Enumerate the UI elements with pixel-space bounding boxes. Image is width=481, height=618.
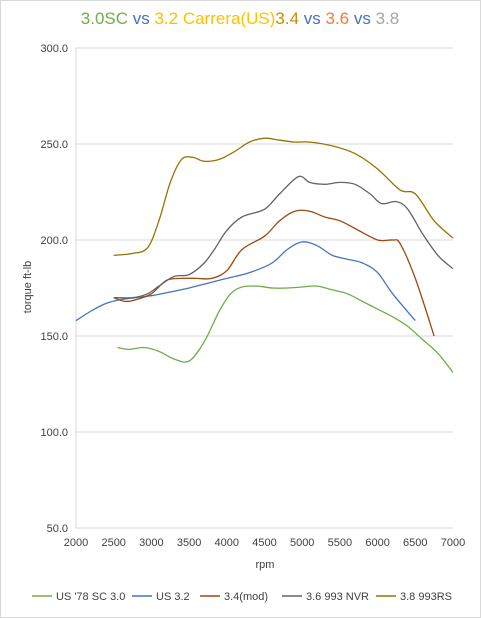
x-tick-label: 3500 [177,537,201,549]
title-part: 3.6 [325,9,349,28]
y-axis-title: torque ft-lb [22,261,34,314]
gridlines [75,47,453,529]
y-axis-ticks: 50.0 100.0 150.0 200.0 250.0 300.0 [40,43,68,535]
title-part: vs [349,9,375,28]
chart-title: 3.0SC vs 3.2 Carrera(US)3.4 vs 3.6 vs 3.… [81,9,399,28]
x-tick-label: 3000 [139,537,163,549]
title-part: 3.2 Carrera(US) [154,9,275,28]
x-axis-title: rpm [256,559,275,571]
x-tick-label: 5500 [328,537,352,549]
series-line-0 [117,285,454,373]
x-tick-label: 2500 [101,537,125,549]
y-tick-label: 100.0 [40,427,68,439]
x-tick-label: 6000 [365,537,389,549]
y-tick-label: 300.0 [40,43,68,55]
title-part: 3.0SC [81,9,128,28]
series-lines [75,137,454,373]
x-axis-ticks: 2000 2500 3000 3500 4000 4500 5000 5500 6000 6500… [64,537,465,549]
y-tick-label: 250.0 [40,139,68,151]
x-tick-label: 2000 [64,537,88,549]
title-part: vs [128,9,154,28]
y-tick-label: 50.0 [47,523,68,535]
x-tick-label: 4500 [252,537,276,549]
series-line-3 [113,175,454,299]
x-tick-label: 5000 [290,537,314,549]
x-tick-label: 6500 [403,537,427,549]
title-part: vs [299,9,325,28]
legend-label: 3.8 993RS [400,591,452,603]
legend-label: US '78 SC 3.0 [56,591,125,603]
legend: US '78 SC 3.0 US 3.2 3.4(mod) 3.6 993 NVR 3.… [32,591,452,603]
legend-label: US 3.2 [156,591,190,603]
series-line-4 [113,137,454,257]
series-line-1 [75,241,416,322]
x-tick-label: 4000 [215,537,239,549]
y-tick-label: 150.0 [40,331,68,343]
legend-label: 3.6 993 NVR [306,591,369,603]
legend-label: 3.4(mod) [224,591,268,603]
title-part: 3.4 [275,9,299,28]
title-part: 3.8 [376,9,400,28]
y-tick-label: 200.0 [40,235,68,247]
x-tick-label: 7000 [441,537,465,549]
